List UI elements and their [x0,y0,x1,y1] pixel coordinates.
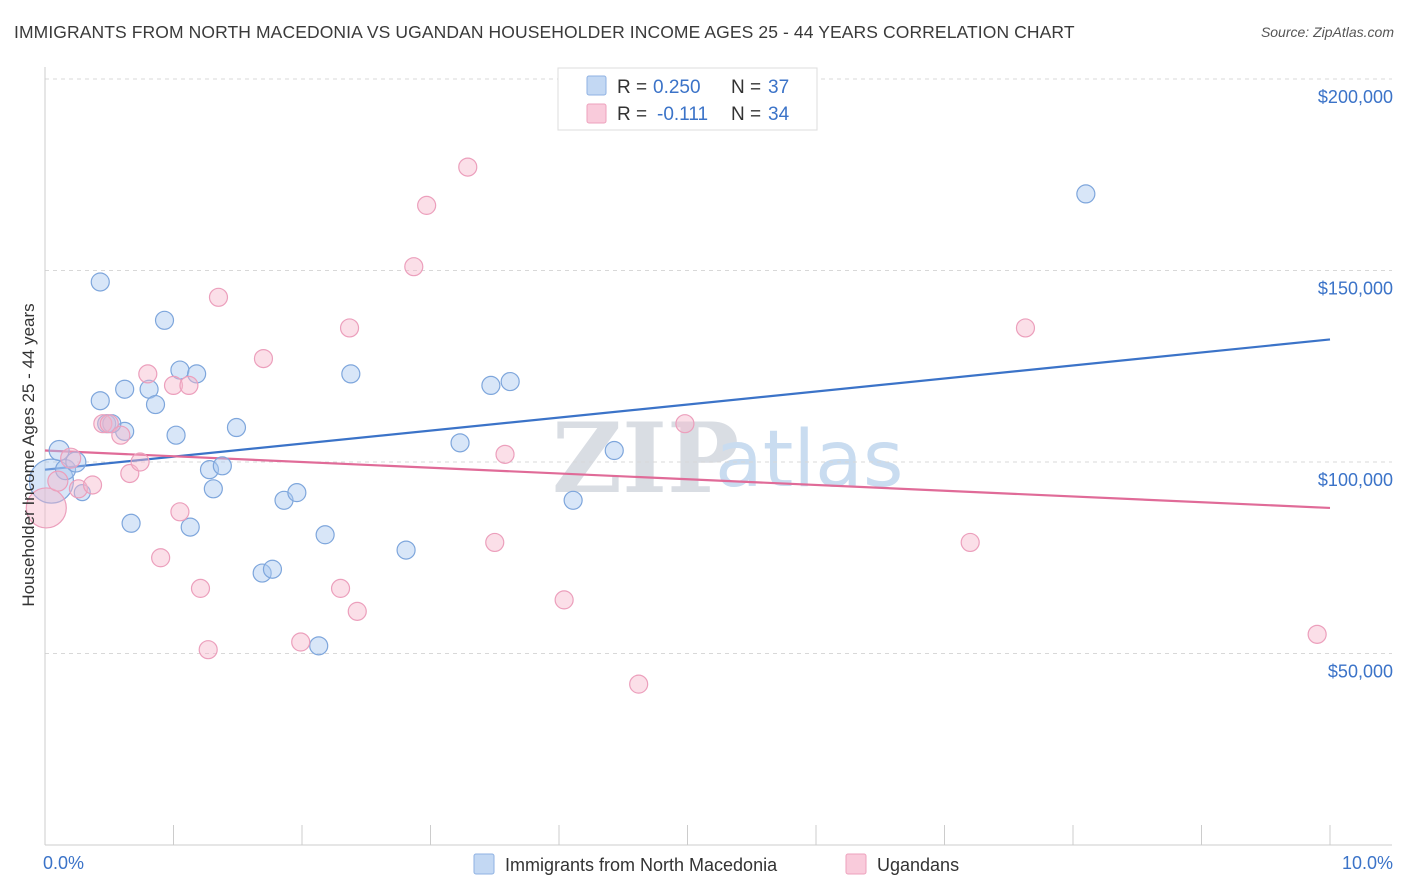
y-tick-label: $200,000 [1318,87,1393,107]
pink-point [458,157,478,177]
pink-point [163,375,184,395]
blue-point [226,417,247,438]
trend-lines [44,338,1331,510]
watermark-zip: ZIP [552,402,739,515]
axis-labels: $50,000 $100,000 $150,000 $200,000 0.0% 10.0%… [19,87,1393,873]
blue-point [199,460,220,480]
pink-point [675,414,695,434]
watermark: ZIP atlas [552,402,904,515]
pink-point [47,470,69,492]
x-tick-label: 0.0% [43,853,84,873]
bottom-legend-swatch-blue [473,853,495,875]
pink-point [1015,318,1036,338]
blue-point [315,525,335,545]
legend-box: R = 0.250 N = 37 R = -0.111 N = 34 [557,67,818,131]
blue-point [450,433,470,453]
blue-point [203,479,223,499]
legend-n-value-1: 37 [768,77,789,98]
blue-point [287,483,307,503]
x-tick-label: 10.0% [1342,853,1393,873]
legend-r-value-2: -0.111 [657,104,708,125]
blue-point [396,540,416,560]
y-tick-label: $100,000 [1318,470,1393,490]
legend-swatch-pink [586,103,607,124]
pink-point [417,195,437,215]
pink-point [25,487,67,529]
blue-point [604,440,624,461]
y-axis-title: Householder Income Ages 25 - 44 years [19,303,38,606]
pink-point [291,632,311,652]
blue-point [187,364,207,384]
axes [44,67,1392,846]
legend-n-label-1: N = [731,77,761,98]
pink-point [93,414,113,434]
blue-point [145,394,166,415]
series-0 [28,184,1096,656]
pink-point [138,364,158,384]
pink-point [111,425,131,445]
pink-point [82,475,103,495]
blue-point [500,371,520,392]
blue-point [90,391,110,411]
blue-point [166,425,186,445]
pink-point [60,447,82,469]
pink-point [629,674,649,694]
pink-point [330,578,351,598]
pink-trend-line [44,449,1331,510]
pink-point [347,601,367,621]
legend-swatch-blue [586,75,607,96]
blue-point [73,484,91,502]
pink-point [198,640,218,660]
blue-point [262,559,283,579]
legend-n-label-2: N = [731,104,761,125]
blue-point [563,490,583,510]
blue-point [154,310,175,330]
y-tick-label: $150,000 [1318,279,1393,299]
pink-point [130,452,150,472]
chart-title: IMMIGRANTS FROM NORTH MACEDONIA VS UGAND… [14,22,1075,42]
legend-r-label-2: R = [617,104,647,125]
pink-point [99,414,119,434]
blue-point [252,563,272,583]
blue-point [1076,184,1096,204]
pink-point [151,548,171,568]
blue-point [212,456,232,476]
pink-point [404,257,424,277]
pink-point [960,532,980,553]
blue-point [481,375,501,395]
blue-point [180,517,200,537]
blue-point [48,439,70,462]
pink-point [208,287,229,307]
gridlines [45,78,1392,654]
pink-point [1307,624,1327,644]
pink-point [179,375,199,395]
y-tick-label: $50,000 [1328,662,1393,682]
blue-point [90,272,110,292]
blue-trend-line [44,338,1331,471]
pink-point [485,532,505,553]
bottom-legend-label-pink: Ugandans [877,855,959,875]
bottom-legend-label-blue: Immigrants from North Macedonia [505,855,778,875]
legend-n-value-2: 34 [768,104,790,125]
chart-source: Source: ZipAtlas.com [1260,24,1394,40]
pink-point [68,479,89,499]
watermark-atlas: atlas [715,415,904,505]
blue-point [121,513,141,533]
pink-point [495,444,515,464]
pink-point [253,348,274,369]
legend-r-value-1: 0.250 [653,77,701,98]
pink-point [554,590,574,610]
blue-point [309,636,329,656]
blue-point [341,364,361,384]
data-points [25,157,1327,694]
pink-point [170,502,190,522]
blue-point [115,379,135,399]
pink-point [339,318,360,338]
pink-point [190,578,211,598]
bottom-legend-swatch-pink [845,853,867,875]
bottom-legend: Immigrants from North Macedonia Ugandans [473,853,959,875]
legend-r-label-1: R = [617,77,647,98]
series-1 [25,157,1327,694]
